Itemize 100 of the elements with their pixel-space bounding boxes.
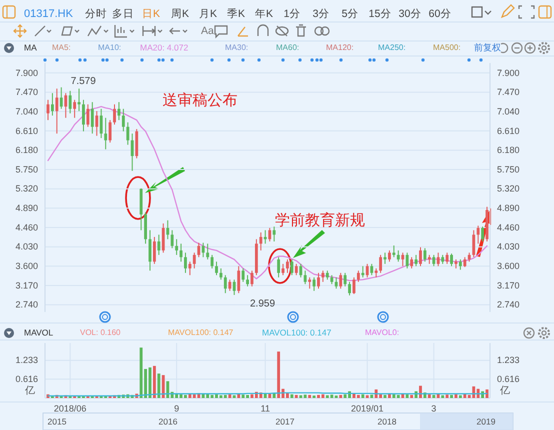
y2-tick-label: 7.470	[497, 87, 520, 98]
y2-tick-label: 3.170	[497, 280, 520, 290]
candlestick	[348, 281, 351, 296]
text: MA10:	[98, 43, 122, 52]
text: 年K	[254, 8, 274, 20]
y-tick-label: 0.616	[15, 374, 38, 384]
text: 5分	[342, 8, 358, 20]
bar	[242, 394, 245, 398]
text: MAVOL100: 0.147	[262, 327, 332, 338]
y2-axis-title: 亿	[499, 386, 510, 397]
chart-title: 01317.HK	[24, 8, 74, 20]
bar	[428, 394, 431, 398]
annotation: 7.579	[70, 76, 96, 87]
candlestick	[224, 274, 227, 294]
bar	[396, 394, 400, 398]
x-tick-label: 3	[431, 403, 436, 414]
bar	[152, 366, 156, 398]
y-tick-label: 6.610	[15, 126, 38, 136]
text: 日K	[142, 8, 160, 20]
y-tick-label: 3.600	[15, 261, 38, 272]
x-tick-label: 2019/01	[351, 403, 384, 414]
text: 2015	[48, 416, 67, 426]
bar	[410, 394, 414, 398]
y2-tick-label: 5.320	[497, 184, 520, 194]
candlestick	[392, 244, 396, 258]
bar	[446, 394, 449, 398]
candlestick	[68, 90, 72, 114]
text: MA120:	[326, 43, 354, 52]
bar	[370, 394, 374, 398]
bar	[304, 394, 307, 398]
y-tick-label: 4.890	[15, 203, 38, 214]
text: 60分	[428, 8, 452, 20]
candlestick	[339, 272, 342, 290]
candlestick	[184, 252, 187, 274]
candlestick	[481, 226, 484, 242]
candlestick	[122, 108, 125, 132]
candlestick	[157, 234, 160, 256]
text: 2018	[378, 416, 397, 426]
text: 30分	[398, 8, 422, 20]
y2-tick-label: 4.030	[497, 242, 520, 252]
candlestick	[356, 270, 360, 282]
candlestick	[344, 272, 347, 287]
text: 2017	[276, 416, 295, 426]
text: 分时	[85, 6, 107, 20]
candlestick	[290, 258, 294, 276]
text: 月K	[198, 8, 218, 20]
text: 3分	[312, 8, 330, 20]
y-axis-title: 亿	[24, 386, 35, 397]
candlestick	[78, 88, 80, 112]
candlestick	[476, 225, 480, 244]
x-tick-label: 9	[174, 403, 180, 414]
text: MA250:	[378, 43, 406, 52]
candlestick	[170, 230, 174, 249]
candlestick	[450, 253, 453, 267]
candlestick	[282, 263, 284, 276]
chart-title: MAVOL	[24, 327, 54, 338]
candlestick	[82, 99, 85, 132]
bar	[326, 395, 329, 398]
bar	[356, 394, 360, 398]
bar	[384, 394, 386, 398]
candlestick	[458, 258, 462, 270]
bar	[361, 394, 364, 398]
text: 前复权	[474, 42, 501, 52]
candlestick	[432, 254, 436, 267]
candlestick	[277, 256, 280, 278]
candlestick	[86, 104, 90, 128]
candlestick	[148, 230, 152, 272]
candlestick	[108, 120, 112, 144]
bar	[450, 394, 453, 398]
bar	[290, 394, 294, 398]
candlestick	[388, 250, 391, 262]
candlestick	[237, 266, 240, 294]
text: MA5:	[52, 43, 71, 52]
y2-tick-label: 6.610	[497, 126, 520, 136]
candlestick	[242, 268, 245, 282]
candlestick	[379, 254, 382, 274]
candlestick	[396, 250, 400, 262]
text: MA	[24, 42, 38, 52]
candlestick	[304, 270, 307, 285]
bar	[308, 394, 312, 398]
annotation: 2.959	[250, 298, 276, 310]
candlestick	[118, 102, 120, 121]
text: MA20: 4.072	[140, 42, 188, 52]
y-tick-label: 7.470	[15, 87, 38, 98]
bar	[454, 394, 458, 398]
candlestick	[104, 117, 108, 150]
y-tick-label: 7.040	[15, 106, 38, 116]
candlestick	[370, 263, 374, 276]
y-tick-label: 2.740	[15, 300, 38, 310]
candlestick	[406, 252, 409, 269]
bar	[339, 394, 342, 398]
y2-tick-label: 1.233	[497, 355, 520, 366]
y2-tick-label: 7.040	[497, 106, 520, 116]
text: 2019	[476, 416, 496, 426]
candlestick	[419, 246, 422, 267]
candlestick	[384, 252, 386, 264]
y-tick-label: 6.180	[15, 145, 38, 156]
text: MAVOL100: 0.147	[168, 328, 234, 338]
candlestick	[317, 272, 320, 290]
candlestick	[308, 276, 312, 290]
